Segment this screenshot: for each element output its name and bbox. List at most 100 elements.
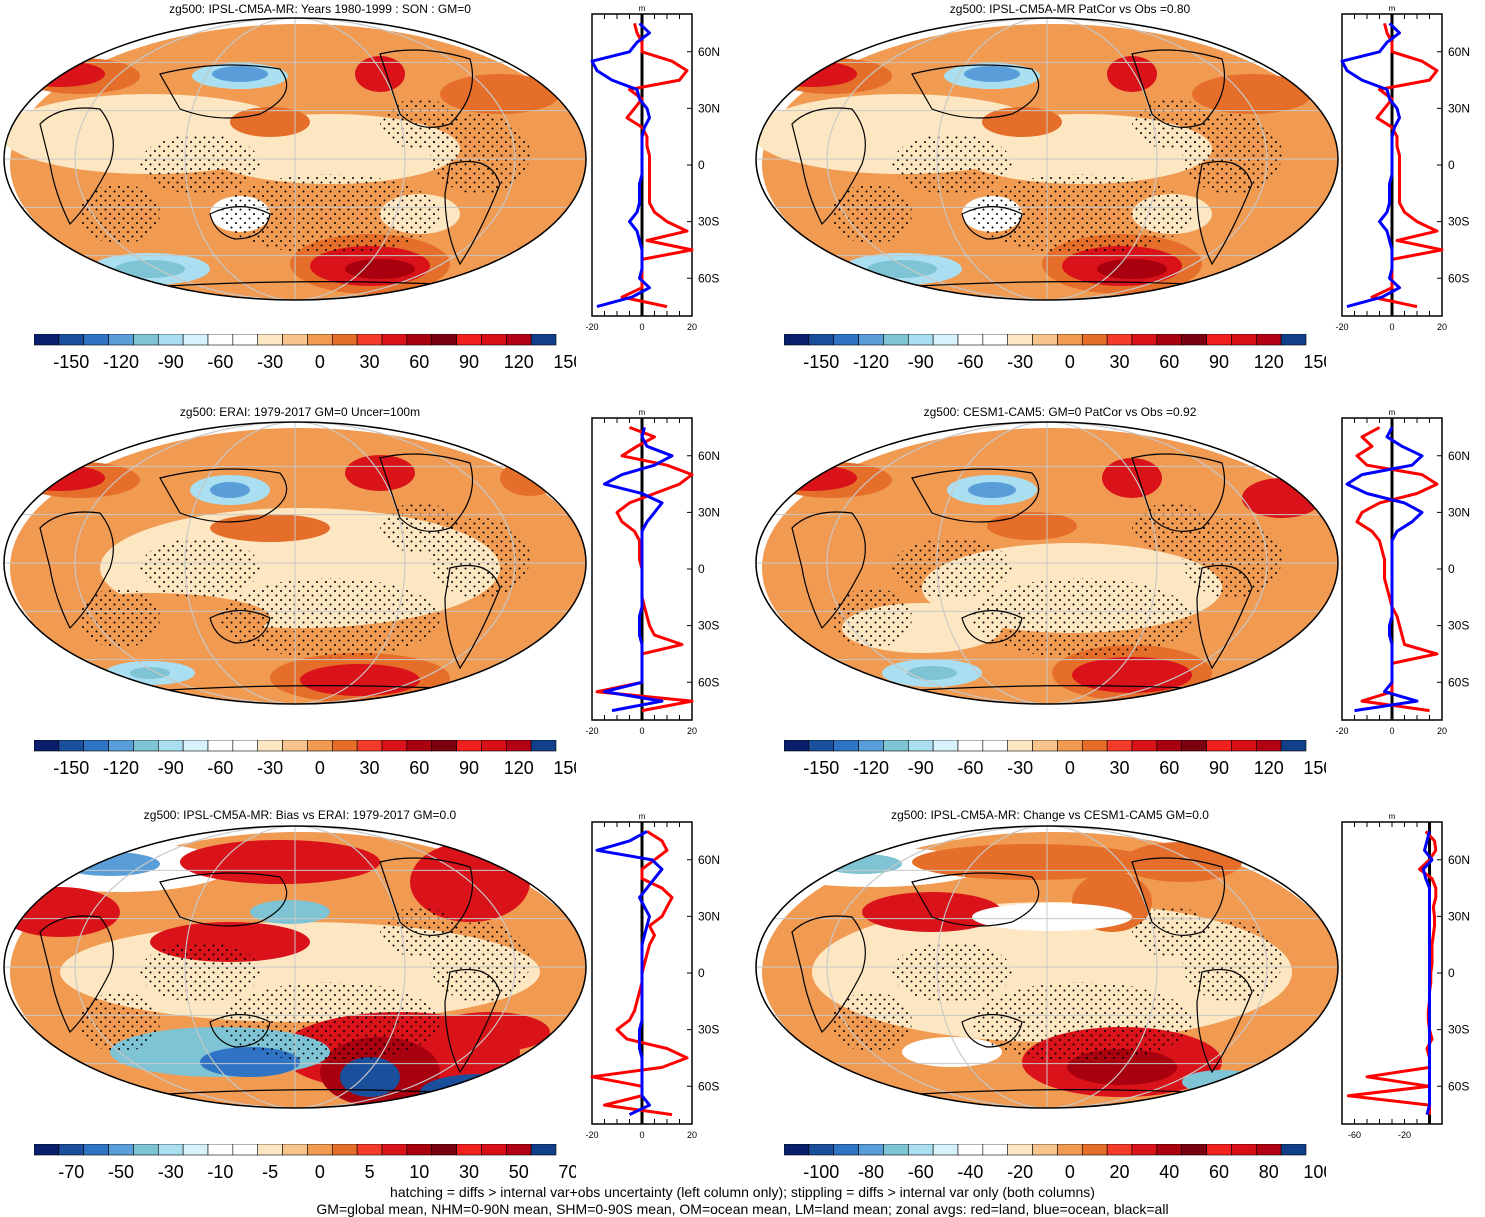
coastline [39,915,114,1034]
profile-unit-label: m [1389,4,1396,13]
coastline [39,107,114,226]
colorbar-swatch [1007,1144,1033,1156]
colorbar-tick-label: 150 [553,352,576,372]
coastline [209,609,271,644]
colorbar-swatch [307,740,333,752]
colorbar-tick-label: -30 [1007,352,1033,372]
profile-unit-label: m [1389,408,1396,417]
anomaly-region [210,514,330,542]
colorbar-swatch [833,334,859,346]
anomaly-region [440,74,560,114]
profile-lat-label: 0 [1448,158,1455,172]
colorbar-swatch [1007,334,1033,346]
profile-ocean-series [1340,22,1401,309]
colorbar-swatch [456,740,482,752]
colorbar-swatch [1032,740,1058,752]
colorbar-swatch [957,334,984,346]
coastline [791,511,866,630]
colorbar-swatch [1231,1144,1257,1156]
colorbar-swatch [331,740,358,752]
colorbar-swatch [157,740,184,752]
profile-x-label: 0 [639,322,644,332]
coastline [444,160,501,266]
graticule-meridian [826,18,1268,300]
colorbar-swatch [858,740,884,752]
anomaly-region [767,61,857,87]
anomaly-region [210,482,250,498]
map-erai-obs [0,418,590,708]
anomaly-region [15,61,105,87]
stippling-region [832,992,912,1052]
profile-lat-label: 60S [698,675,719,689]
colorbar-cesm-patcor: -150 -120 -90 -60 -30 0 30 60 90 120 150 [784,740,1326,780]
panel-title-cesm-patcor: zg500: CESM1-CAM5: GM=0 PatCor vs Obs =0… [923,405,1197,419]
colorbar-tick-label: -120 [853,758,889,778]
profile-lat-label: 30N [698,505,720,519]
colorbar-swatch [1255,1144,1282,1156]
colorbar-tick-label: -90 [908,758,934,778]
colorbar-swatch [784,740,810,752]
colorbar-swatch [207,740,234,752]
colorbar-tick-label: 30 [360,352,380,372]
anomaly-region [964,66,1020,82]
colorbar-tick-label: -90 [158,352,184,372]
stippling-region [140,538,260,598]
footer-note-legend: GM=global mean, NHM=0-90N mean, SHM=0-90… [316,1201,1169,1217]
anomaly-region [767,465,857,491]
stippling-region [140,134,260,194]
profile-land-series [1355,426,1439,713]
profile-land-series [595,425,694,713]
graticule-meridian [936,826,1158,1108]
anomaly-region [212,66,268,82]
panel-title-ipsl-change: zg500: IPSL-CM5A-MR: Change vs CESM1-CAM… [891,808,1209,822]
colorbar-swatch [1057,1144,1083,1156]
colorbar-swatch [858,334,884,346]
profile-x-label: 0 [639,726,644,736]
map-border [3,825,587,1109]
colorbar-swatch [406,334,433,346]
colorbar-swatch [505,334,532,346]
coastline [159,64,288,119]
colorbar-swatch [1057,334,1083,346]
colorbar-swatch [1131,1144,1158,1156]
colorbar-swatch [1106,334,1133,346]
stippling-region [972,174,1192,254]
stippling-region [1132,907,1212,957]
colorbar-tick-label: -20 [1007,1162,1033,1182]
stippling-region [832,588,912,648]
colorbar-tick-label: 120 [504,758,534,778]
colorbar-swatch [784,334,810,346]
colorbar-swatch [1255,740,1282,752]
profile-x-label: -20 [1335,726,1348,736]
colorbar-swatch [34,740,60,752]
profile-unit-label: m [639,812,646,821]
profile-x-label: 20 [687,322,697,332]
colorbar-swatch [833,1144,859,1156]
colorbar-swatch [784,1144,810,1156]
anomaly-region [912,844,1152,880]
colorbar-tick-label: -150 [53,758,89,778]
colorbar-swatch [808,334,835,346]
colorbar-tick-label: 0 [1065,352,1075,372]
colorbar-tick-label: 0 [1065,1162,1075,1182]
colorbar-tick-label: 60 [409,352,429,372]
profile-lat-label: 30N [1448,909,1470,923]
profile-x-label: -20 [585,1130,598,1140]
coastline [379,857,474,936]
colorbar-swatch [907,334,934,346]
graticule-meridian [184,422,406,704]
profile-land-series [620,23,694,309]
colorbar-swatch [431,334,457,346]
colorbar-swatch [157,334,184,346]
colorbar-swatch [505,740,532,752]
profile-x-label: 20 [687,1130,697,1140]
map-cesm-patcor [752,418,1342,708]
colorbar-swatch [1081,740,1108,752]
colorbar-tick-label: 90 [1209,758,1229,778]
profile-lat-label: 30S [1448,215,1469,229]
colorbar-tick-label: -30 [257,758,283,778]
colorbar-swatch [1206,740,1232,752]
colorbar-swatch [1206,1144,1232,1156]
profile-lat-label: 60N [698,45,720,59]
colorbar-tick-label: -120 [103,352,139,372]
